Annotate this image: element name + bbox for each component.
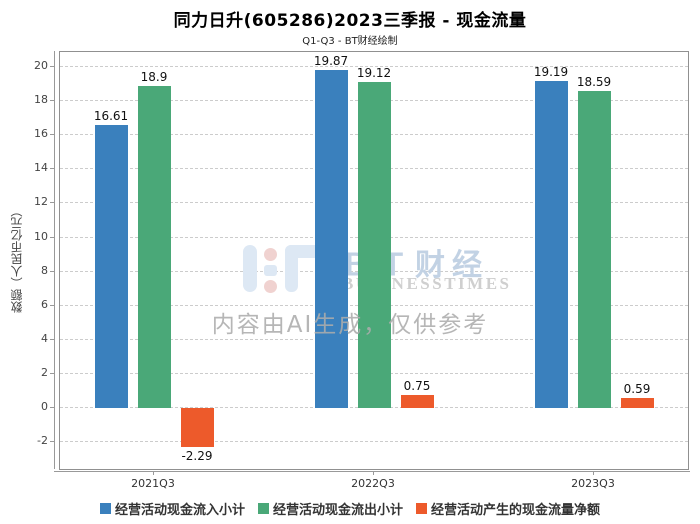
bar-inflow xyxy=(94,125,128,408)
legend-label: 经营活动现金流入小计 xyxy=(114,503,245,518)
y-axis-line xyxy=(54,51,55,469)
legend-swatch xyxy=(416,503,427,514)
y-tick-label: 12 xyxy=(34,195,48,209)
y-tick-label: 6 xyxy=(41,297,48,311)
y-tick-label: 14 xyxy=(34,161,48,175)
y-axis-tick xyxy=(50,304,55,306)
y-tick-label: 10 xyxy=(34,229,48,243)
gridline xyxy=(60,66,688,68)
bt-logo-bar-shape xyxy=(243,245,257,292)
y-axis-tick xyxy=(50,338,55,340)
bt-logo-dot-shape xyxy=(264,248,277,261)
legend-item: 经营活动现金流入小计 xyxy=(99,499,245,518)
y-axis-tick xyxy=(50,270,55,272)
chart-subtitle: Q1-Q3 - BT财经绘制 xyxy=(302,36,398,47)
bar-outflow xyxy=(137,86,171,408)
bar-net xyxy=(400,394,434,408)
y-axis-tick xyxy=(50,236,55,238)
bt-logo-square-shape xyxy=(264,265,277,276)
legend-item: 经营活动产生的现金流量净额 xyxy=(416,499,600,518)
bar-value-label: 18.9 xyxy=(140,70,168,85)
y-axis-tick xyxy=(50,100,55,102)
x-tick-label: 2021Q3 xyxy=(131,477,175,490)
x-tick-label: 2022Q3 xyxy=(351,477,395,490)
legend-swatch xyxy=(257,503,269,514)
bt-logo-dot-shape xyxy=(264,280,277,293)
bar-value-label: 19.12 xyxy=(356,66,392,81)
y-tick-label: 16 xyxy=(34,127,48,141)
y-tick-label: 8 xyxy=(41,263,48,277)
bar-value-label: 19.19 xyxy=(533,65,569,80)
y-tick-label: -2 xyxy=(37,433,48,447)
x-tick-label: 2023Q3 xyxy=(571,477,615,490)
bar-inflow xyxy=(314,69,348,408)
bar-value-label: 16.61 xyxy=(93,109,129,124)
legend-item: 经营活动现金流出小计 xyxy=(257,499,403,518)
legend-label: 经营活动现金流出小计 xyxy=(272,503,403,518)
legend: 经营活动现金流入小计 经营活动现金流出小计 经营活动产生的现金流量净额 xyxy=(0,499,700,518)
x-axis-tick xyxy=(593,471,594,475)
y-tick-label: 18 xyxy=(34,93,48,107)
legend-swatch xyxy=(99,503,111,514)
y-axis-tick xyxy=(50,372,55,374)
bar-value-label: 0.59 xyxy=(623,381,651,396)
x-axis-tick xyxy=(153,471,154,475)
x-axis-tick xyxy=(373,471,374,475)
bt-logo-t-shape xyxy=(285,245,298,292)
x-axis-line xyxy=(54,471,690,472)
ai-disclaimer-watermark: 内容由AI生成，仅供参考 xyxy=(211,312,489,338)
bar-value-label: 18.59 xyxy=(576,75,612,90)
gridline xyxy=(60,440,688,442)
y-axis-tick xyxy=(50,406,55,408)
bar-value-label: -2.29 xyxy=(181,448,213,463)
y-tick-label: 0 xyxy=(41,399,48,413)
bar-value-label: 19.87 xyxy=(313,53,349,68)
y-axis-tick xyxy=(50,202,55,204)
y-axis-tick xyxy=(50,134,55,136)
bar-net xyxy=(620,397,654,408)
bar-inflow xyxy=(534,81,568,408)
y-axis-tick xyxy=(50,440,55,442)
y-axis-tick xyxy=(50,168,55,170)
y-tick-label: 2 xyxy=(41,365,48,379)
bar-outflow xyxy=(357,82,391,408)
y-tick-label: 20 xyxy=(34,59,48,73)
y-tick-label: 4 xyxy=(41,331,48,345)
plot-area: 16.61 19.87 19.19 18.9 19.12 18.59 -2.29 0.75 0.… xyxy=(59,51,689,470)
bar-net xyxy=(180,407,214,447)
legend-label: 经营活动产生的现金流量净额 xyxy=(431,503,601,518)
chart-title: 同力日升(605286)2023三季报 - 现金流量 xyxy=(173,11,527,31)
bar-value-label: 0.75 xyxy=(403,378,431,393)
bar-outflow xyxy=(577,91,611,408)
y-axis-tick xyxy=(50,66,55,68)
